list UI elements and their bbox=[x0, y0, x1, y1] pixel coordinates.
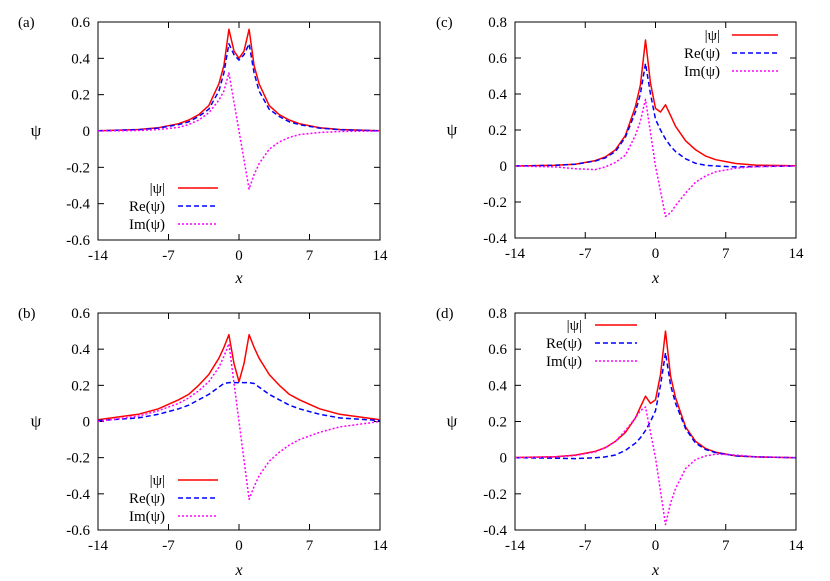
x-tick-label: 7 bbox=[722, 538, 730, 554]
plot-frame bbox=[514, 21, 797, 239]
y-tick-label: -0.2 bbox=[66, 160, 90, 176]
x-tick-label: 7 bbox=[722, 246, 730, 262]
x-tick-label: -7 bbox=[579, 538, 592, 554]
y-tick-label: 0.6 bbox=[488, 342, 507, 358]
legend-label: Re(ψ) bbox=[684, 46, 720, 62]
x-tick-label: 0 bbox=[652, 538, 660, 554]
panel-label: (d) bbox=[436, 306, 454, 322]
x-tick-label: 0 bbox=[235, 538, 243, 554]
series-line bbox=[97, 381, 381, 422]
x-tick-label: 14 bbox=[373, 538, 389, 554]
series-line bbox=[97, 43, 381, 132]
series-line bbox=[514, 406, 797, 526]
panel-2: -14 -7 0 7 14 -0.4 -0.2 0 0.2 0.4 0.6 0.8 x ψ (c) |ψ| Re… bbox=[436, 15, 804, 287]
y-tick-label: -0.4 bbox=[66, 197, 90, 213]
x-tick-label: -14 bbox=[88, 248, 108, 264]
x-tick-label: 14 bbox=[373, 248, 389, 264]
series-line bbox=[514, 352, 797, 460]
y-tick-label: 0.8 bbox=[488, 15, 507, 31]
panel-3: -14 -7 0 7 14 -0.6 -0.4 -0.2 0 0.2 0.4 0.6 x ψ (b) |ψ| R… bbox=[18, 306, 388, 579]
series-line bbox=[97, 342, 381, 501]
x-tick-label: -14 bbox=[88, 538, 108, 554]
x-tick-label: 14 bbox=[789, 538, 805, 554]
legend-label: |ψ| bbox=[150, 473, 165, 489]
legend-label: |ψ| bbox=[567, 318, 582, 334]
x-tick-label: 0 bbox=[235, 248, 243, 264]
legend-label: Im(ψ) bbox=[546, 354, 582, 370]
y-tick-label: 0 bbox=[83, 124, 91, 140]
y-axis-label: ψ bbox=[31, 412, 42, 431]
x-axis-label: x bbox=[234, 562, 242, 579]
y-tick-label: 0.4 bbox=[488, 87, 507, 103]
series-line bbox=[514, 98, 797, 218]
x-tick-label: 0 bbox=[652, 246, 660, 262]
panel-label: (b) bbox=[18, 306, 36, 322]
legend-label: |ψ| bbox=[705, 28, 720, 44]
legend-label: Im(ψ) bbox=[129, 217, 165, 233]
y-tick-label: -0.2 bbox=[66, 451, 90, 467]
y-tick-label: -0.2 bbox=[483, 195, 507, 211]
y-tick-label: 0.4 bbox=[71, 51, 90, 67]
panel-1: -14 -7 0 7 14 -0.6 -0.4 -0.2 0 0.2 0.4 0.6 x ψ (a) |ψ| R… bbox=[18, 15, 388, 287]
x-axis-label: x bbox=[651, 270, 659, 287]
x-tick-label: 7 bbox=[306, 248, 314, 264]
x-tick-label: 14 bbox=[789, 246, 805, 262]
series-line bbox=[514, 39, 797, 167]
y-tick-label: 0 bbox=[500, 159, 508, 175]
x-axis-label: x bbox=[234, 270, 242, 287]
y-tick-label: -0.6 bbox=[66, 233, 90, 249]
x-axis-label: x bbox=[651, 562, 659, 579]
y-tick-label: 0 bbox=[83, 415, 91, 431]
y-axis-label: ψ bbox=[447, 412, 458, 431]
series-line bbox=[514, 62, 797, 168]
legend-label: Im(ψ) bbox=[129, 509, 165, 525]
panel-label: (c) bbox=[436, 15, 453, 31]
legend-label: Re(ψ) bbox=[546, 336, 582, 352]
x-tick-label: -7 bbox=[579, 246, 592, 262]
y-tick-label: 0.2 bbox=[488, 415, 507, 431]
y-tick-label: -0.6 bbox=[66, 523, 90, 539]
y-axis-label: ψ bbox=[447, 120, 458, 139]
y-tick-label: 0.6 bbox=[71, 306, 90, 322]
legend-label: Im(ψ) bbox=[684, 64, 720, 80]
y-tick-label: 0.4 bbox=[71, 342, 90, 358]
x-tick-label: -7 bbox=[162, 248, 175, 264]
y-tick-label: 0.2 bbox=[71, 88, 90, 104]
x-tick-label: -14 bbox=[505, 246, 525, 262]
legend-label: Re(ψ) bbox=[129, 491, 165, 507]
x-tick-label: 7 bbox=[306, 538, 314, 554]
x-tick-label: -14 bbox=[505, 538, 525, 554]
y-tick-label: 0 bbox=[500, 451, 508, 467]
y-tick-label: 0.6 bbox=[488, 51, 507, 67]
series-line bbox=[97, 72, 381, 190]
panel-label: (a) bbox=[18, 15, 35, 31]
y-tick-label: 0.6 bbox=[71, 15, 90, 31]
y-tick-label: -0.4 bbox=[66, 487, 90, 503]
y-tick-label: 0.4 bbox=[488, 378, 507, 394]
panel-4: -14 -7 0 7 14 -0.4 -0.2 0 0.2 0.4 0.6 0.8 x ψ (d) |ψ| Re… bbox=[436, 306, 804, 579]
y-tick-label: 0.8 bbox=[488, 306, 507, 322]
legend-label: Re(ψ) bbox=[129, 199, 165, 215]
series-line bbox=[97, 333, 381, 421]
x-tick-label: -7 bbox=[162, 538, 175, 554]
y-tick-label: -0.4 bbox=[483, 523, 507, 539]
y-tick-label: -0.2 bbox=[483, 487, 507, 503]
legend-label: |ψ| bbox=[150, 181, 165, 197]
y-tick-label: 0.2 bbox=[71, 378, 90, 394]
y-axis-label: ψ bbox=[31, 121, 42, 140]
y-tick-label: 0.2 bbox=[488, 123, 507, 139]
series-line bbox=[97, 28, 381, 132]
y-tick-label: -0.4 bbox=[483, 231, 507, 247]
